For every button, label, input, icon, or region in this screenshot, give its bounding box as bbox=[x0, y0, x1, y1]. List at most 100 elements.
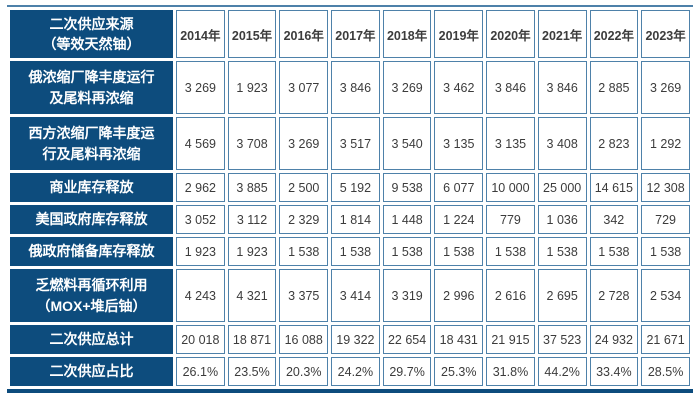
year-header: 2020年 bbox=[486, 10, 535, 58]
year-header: 2023年 bbox=[641, 10, 690, 58]
value-cell: 3 135 bbox=[486, 117, 535, 170]
value-cell: 2 996 bbox=[434, 269, 484, 322]
value-cell: 37 523 bbox=[537, 325, 587, 354]
value-cell: 33.4% bbox=[589, 357, 639, 386]
value-cell: 729 bbox=[641, 205, 690, 234]
value-cell: 3 319 bbox=[382, 269, 432, 322]
value-cell: 18 431 bbox=[434, 325, 484, 354]
value-cell: 3 846 bbox=[486, 61, 535, 114]
row-label: 二次供应总计 bbox=[10, 325, 173, 354]
value-cell: 3 885 bbox=[227, 173, 277, 202]
year-header: 2017年 bbox=[331, 10, 380, 58]
value-cell: 9 538 bbox=[382, 173, 432, 202]
value-cell: 16 088 bbox=[279, 325, 329, 354]
table-row: 西方浓缩厂降丰度运 行及尾料再浓缩 4 569 3 708 3 269 3 517 3 5… bbox=[10, 117, 690, 170]
value-cell: 5 192 bbox=[331, 173, 380, 202]
table-row: 二次供应总计 20 018 18 871 16 088 19 322 22 654 18 4… bbox=[10, 325, 690, 354]
value-cell: 23.5% bbox=[227, 357, 277, 386]
value-cell: 24.2% bbox=[331, 357, 380, 386]
value-cell: 18 871 bbox=[227, 325, 277, 354]
value-cell: 19 322 bbox=[331, 325, 380, 354]
value-cell: 3 540 bbox=[382, 117, 432, 170]
secondary-supply-table: 二次供应来源 （等效天然铀） 2014年 2015年 2016年 2017年 2018年… bbox=[7, 5, 693, 393]
year-header: 2022年 bbox=[589, 10, 639, 58]
value-cell: 1 538 bbox=[537, 237, 587, 266]
value-cell: 25.3% bbox=[434, 357, 484, 386]
value-cell: 3 052 bbox=[176, 205, 225, 234]
value-cell: 1 292 bbox=[641, 117, 690, 170]
header-row: 二次供应来源 （等效天然铀） 2014年 2015年 2016年 2017年 2018年… bbox=[10, 10, 690, 58]
value-cell: 2 534 bbox=[641, 269, 690, 322]
value-cell: 3 269 bbox=[641, 61, 690, 114]
value-cell: 1 538 bbox=[434, 237, 484, 266]
value-cell: 1 538 bbox=[589, 237, 639, 266]
value-cell: 1 538 bbox=[382, 237, 432, 266]
row-label: 乏燃料再循环利用 （MOX+堆后铀） bbox=[10, 269, 173, 322]
table-row: 商业库存释放 2 962 3 885 2 500 5 192 9 538 6 077 10 0… bbox=[10, 173, 690, 202]
value-cell: 4 569 bbox=[176, 117, 225, 170]
value-cell: 2 616 bbox=[486, 269, 535, 322]
value-cell: 29.7% bbox=[382, 357, 432, 386]
year-header: 2015年 bbox=[227, 10, 277, 58]
year-header: 2016年 bbox=[279, 10, 329, 58]
value-cell: 1 923 bbox=[227, 61, 277, 114]
table-body: 俄浓缩厂降丰度运行 及尾料再浓缩 3 269 1 923 3 077 3 846 3 26… bbox=[10, 61, 690, 386]
row-label: 俄政府储备库存释放 bbox=[10, 237, 173, 266]
corner-header: 二次供应来源 （等效天然铀） bbox=[10, 10, 173, 58]
row-label: 二次供应占比 bbox=[10, 357, 173, 386]
year-header: 2019年 bbox=[434, 10, 484, 58]
secondary-supply-page: 二次供应来源 （等效天然铀） 2014年 2015年 2016年 2017年 2018年… bbox=[7, 5, 693, 393]
value-cell: 31.8% bbox=[486, 357, 535, 386]
table-row: 二次供应占比 26.1% 23.5% 20.3% 24.2% 29.7% 25.3% 31.8… bbox=[10, 357, 690, 386]
value-cell: 1 538 bbox=[331, 237, 380, 266]
value-cell: 2 728 bbox=[589, 269, 639, 322]
table-row: 乏燃料再循环利用 （MOX+堆后铀） 4 243 4 321 3 375 3 414 3 … bbox=[10, 269, 690, 322]
value-cell: 3 414 bbox=[331, 269, 380, 322]
value-cell: 342 bbox=[589, 205, 639, 234]
value-cell: 3 269 bbox=[176, 61, 225, 114]
value-cell: 21 915 bbox=[486, 325, 535, 354]
value-cell: 3 375 bbox=[279, 269, 329, 322]
year-header: 2018年 bbox=[382, 10, 432, 58]
year-header: 2014年 bbox=[176, 10, 225, 58]
value-cell: 26.1% bbox=[176, 357, 225, 386]
value-cell: 1 814 bbox=[331, 205, 380, 234]
value-cell: 4 243 bbox=[176, 269, 225, 322]
value-cell: 2 695 bbox=[537, 269, 587, 322]
value-cell: 1 448 bbox=[382, 205, 432, 234]
value-cell: 1 923 bbox=[227, 237, 277, 266]
table-row: 美国政府库存释放 3 052 3 112 2 329 1 814 1 448 1 224 77… bbox=[10, 205, 690, 234]
value-cell: 3 517 bbox=[331, 117, 380, 170]
value-cell: 2 500 bbox=[279, 173, 329, 202]
value-cell: 1 538 bbox=[279, 237, 329, 266]
value-cell: 2 962 bbox=[176, 173, 225, 202]
value-cell: 3 269 bbox=[279, 117, 329, 170]
row-label: 商业库存释放 bbox=[10, 173, 173, 202]
table-row: 俄政府储备库存释放 1 923 1 923 1 538 1 538 1 538 1 538 1… bbox=[10, 237, 690, 266]
table-row: 俄浓缩厂降丰度运行 及尾料再浓缩 3 269 1 923 3 077 3 846 3 26… bbox=[10, 61, 690, 114]
value-cell: 3 846 bbox=[331, 61, 380, 114]
row-label: 美国政府库存释放 bbox=[10, 205, 173, 234]
value-cell: 1 923 bbox=[176, 237, 225, 266]
value-cell: 20 018 bbox=[176, 325, 225, 354]
value-cell: 2 823 bbox=[589, 117, 639, 170]
value-cell: 1 224 bbox=[434, 205, 484, 234]
row-label: 俄浓缩厂降丰度运行 及尾料再浓缩 bbox=[10, 61, 173, 114]
value-cell: 3 135 bbox=[434, 117, 484, 170]
value-cell: 25 000 bbox=[537, 173, 587, 202]
value-cell: 2 329 bbox=[279, 205, 329, 234]
value-cell: 1 538 bbox=[486, 237, 535, 266]
value-cell: 22 654 bbox=[382, 325, 432, 354]
value-cell: 3 408 bbox=[537, 117, 587, 170]
value-cell: 3 462 bbox=[434, 61, 484, 114]
value-cell: 4 321 bbox=[227, 269, 277, 322]
row-label: 西方浓缩厂降丰度运 行及尾料再浓缩 bbox=[10, 117, 173, 170]
value-cell: 21 671 bbox=[641, 325, 690, 354]
value-cell: 6 077 bbox=[434, 173, 484, 202]
value-cell: 3 112 bbox=[227, 205, 277, 234]
value-cell: 28.5% bbox=[641, 357, 690, 386]
value-cell: 3 846 bbox=[537, 61, 587, 114]
value-cell: 3 708 bbox=[227, 117, 277, 170]
value-cell: 20.3% bbox=[279, 357, 329, 386]
value-cell: 1 538 bbox=[641, 237, 690, 266]
